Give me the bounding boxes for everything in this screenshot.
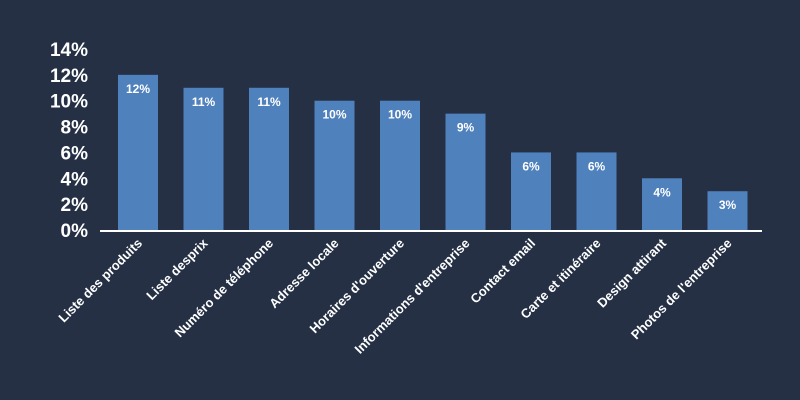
data-label: 9%	[457, 121, 475, 135]
x-tick-label: Liste desprix	[143, 235, 211, 303]
x-tick-label: Design attirant	[594, 235, 669, 310]
bar	[511, 152, 551, 230]
x-tick-label: Informations d'entreprise	[352, 236, 473, 357]
x-tick-label: Adresse locale	[266, 236, 342, 312]
data-label: 3%	[719, 198, 737, 212]
bar	[118, 74, 158, 230]
bar	[642, 178, 682, 230]
data-label: 11%	[192, 95, 216, 109]
data-label: 10%	[322, 108, 346, 122]
data-label: 10%	[388, 108, 412, 122]
bar	[314, 100, 355, 230]
bar	[249, 87, 289, 231]
data-label: 12%	[126, 82, 150, 96]
data-label: 6%	[522, 159, 540, 173]
bar	[576, 152, 617, 230]
y-tick-label: 8%	[61, 118, 89, 139]
y-tick-label: 4%	[61, 169, 89, 190]
data-label: 6%	[588, 159, 606, 173]
y-tick-label: 2%	[61, 195, 89, 216]
x-tick-label: Liste des produits	[55, 236, 145, 326]
bar	[183, 87, 224, 231]
data-label: 11%	[257, 95, 281, 109]
y-tick-label: 6%	[61, 143, 89, 164]
y-tick-label: 0%	[61, 221, 89, 242]
x-tick-label: Contact email	[467, 236, 538, 307]
bar	[445, 113, 486, 230]
y-tick-label: 14%	[50, 40, 88, 61]
bar	[380, 100, 420, 230]
y-tick-label: 10%	[50, 92, 88, 113]
bar	[707, 191, 748, 230]
y-tick-label: 12%	[50, 66, 88, 87]
data-label: 4%	[653, 185, 671, 199]
